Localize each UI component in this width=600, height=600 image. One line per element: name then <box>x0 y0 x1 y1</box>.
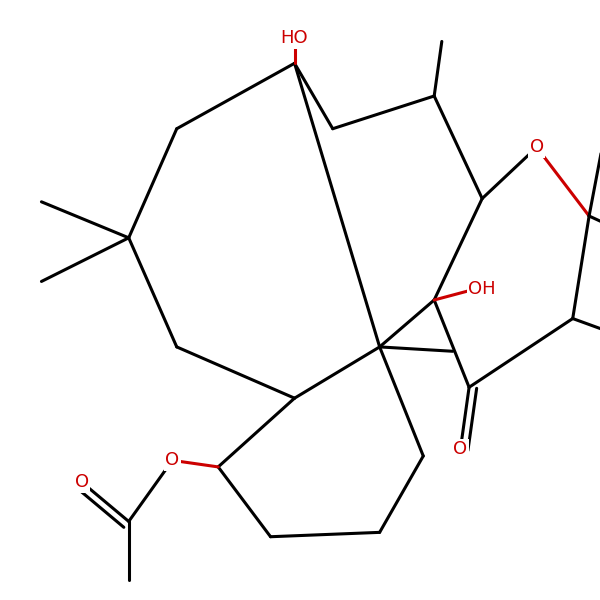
Text: OH: OH <box>469 280 496 298</box>
Text: O: O <box>530 138 544 156</box>
Text: O: O <box>166 451 179 469</box>
Text: HO: HO <box>281 29 308 47</box>
Text: O: O <box>75 473 89 491</box>
Text: O: O <box>454 440 467 458</box>
